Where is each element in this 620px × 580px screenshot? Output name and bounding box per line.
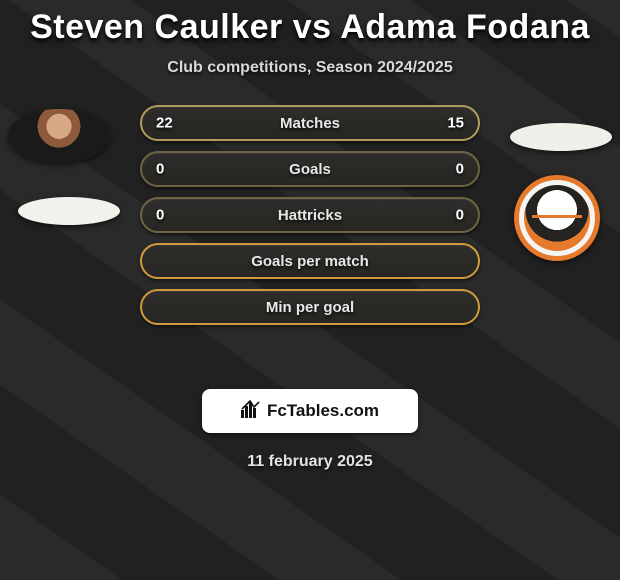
brand-chip[interactable]: FcTables.com [202,389,418,433]
stat-label: Matches [280,115,340,132]
stat-bar: Goals per match [140,243,480,279]
stat-bar: 0 Hattricks 0 [140,197,480,233]
stat-label: Hattricks [278,207,342,224]
snapshot-date: 11 february 2025 [0,453,620,471]
competition-subtitle: Club competitions, Season 2024/2025 [0,59,620,77]
stat-bar: 0 Goals 0 [140,151,480,187]
adanaspor-crest-icon [524,185,590,251]
stat-value-right: 0 [456,161,464,178]
bar-chart-icon [241,400,261,423]
page-title: Steven Caulker vs Adama Fodana [0,8,620,47]
stat-value-left: 0 [156,207,164,224]
comparison-card: Steven Caulker vs Adama Fodana Club comp… [0,0,620,471]
club-badge-left [18,197,120,225]
stat-value-left: 22 [156,115,173,132]
stat-bar: 22 Matches 15 [140,105,480,141]
club-badge-right [514,175,600,261]
stat-value-right: 0 [456,207,464,224]
comparison-arena: 22 Matches 15 0 Goals 0 0 Hattricks 0 Goals per m… [0,105,620,375]
stat-value-left: 0 [156,161,164,178]
stat-label: Goals per match [251,253,369,270]
player-photo-right [510,123,612,151]
stat-bar: Min per goal [140,289,480,325]
stat-label: Min per goal [266,299,354,316]
player-photo-left [8,109,110,163]
stat-value-right: 15 [447,115,464,132]
stat-label: Goals [289,161,331,178]
brand-text: FcTables.com [267,401,379,421]
stat-bars: 22 Matches 15 0 Goals 0 0 Hattricks 0 Goals per m… [140,105,480,325]
